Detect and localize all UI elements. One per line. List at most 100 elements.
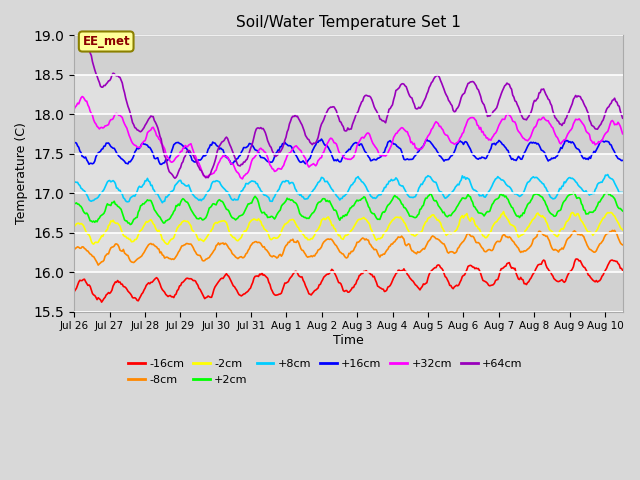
+32cm (239, 176, 246, 182)
+8cm (404, 193, 412, 199)
Line: +8cm: +8cm (74, 175, 623, 203)
-16cm (573, 256, 580, 262)
-8cm (70, 247, 78, 252)
+16cm (380, 150, 387, 156)
+32cm (619, 131, 627, 137)
X-axis label: Time: Time (333, 334, 364, 347)
+16cm (242, 145, 250, 151)
-2cm (303, 235, 310, 240)
Line: +64cm: +64cm (74, 28, 623, 178)
+64cm (304, 136, 312, 142)
Line: +16cm: +16cm (74, 139, 623, 165)
+8cm (474, 191, 482, 196)
+64cm (171, 175, 179, 181)
Bar (74, 154, 623, 193)
Bar (74, 233, 623, 272)
-16cm (474, 265, 482, 271)
-2cm (163, 241, 171, 247)
Line: +2cm: +2cm (74, 192, 623, 225)
Line: +32cm: +32cm (74, 96, 623, 179)
+8cm (242, 180, 250, 186)
-16cm (242, 290, 250, 296)
Text: EE_met: EE_met (83, 35, 130, 48)
-16cm (98, 299, 106, 305)
-8cm (404, 241, 412, 247)
-8cm (570, 229, 577, 235)
+8cm (378, 190, 386, 195)
+16cm (571, 142, 579, 148)
+16cm (406, 156, 413, 162)
Bar (74, 193, 623, 233)
+8cm (303, 196, 310, 202)
+2cm (571, 191, 579, 196)
Y-axis label: Temperature (C): Temperature (C) (15, 122, 28, 225)
-2cm (500, 209, 508, 215)
+2cm (70, 201, 78, 206)
+64cm (243, 156, 251, 162)
+2cm (378, 210, 386, 216)
+2cm (242, 205, 250, 211)
+2cm (404, 211, 412, 216)
+32cm (406, 134, 413, 140)
-16cm (303, 285, 310, 291)
+64cm (77, 25, 85, 31)
Bar (74, 114, 623, 154)
-8cm (619, 242, 627, 248)
Title: Soil/Water Temperature Set 1: Soil/Water Temperature Set 1 (236, 15, 461, 30)
Legend: -16cm, -8cm, -2cm, +2cm, +8cm, +16cm, +32cm, +64cm: -16cm, -8cm, -2cm, +2cm, +8cm, +16cm, +3… (124, 355, 527, 389)
+32cm (78, 94, 86, 99)
Line: -2cm: -2cm (74, 212, 623, 244)
+64cm (380, 118, 387, 124)
+2cm (127, 222, 134, 228)
-8cm (303, 253, 310, 259)
-8cm (474, 240, 482, 245)
+64cm (619, 115, 627, 121)
Bar (74, 36, 623, 75)
-2cm (378, 235, 386, 240)
-2cm (571, 213, 579, 218)
+32cm (70, 107, 78, 112)
+2cm (303, 216, 310, 221)
+2cm (570, 190, 577, 195)
+2cm (474, 210, 482, 216)
+32cm (571, 119, 579, 124)
-16cm (70, 289, 78, 295)
-8cm (242, 251, 250, 257)
-16cm (378, 286, 386, 292)
+32cm (380, 153, 387, 158)
+16cm (476, 155, 483, 161)
+8cm (570, 176, 577, 182)
+8cm (604, 172, 612, 178)
+32cm (476, 126, 483, 132)
+32cm (243, 170, 251, 176)
+64cm (571, 95, 579, 100)
-8cm (378, 252, 386, 258)
+8cm (70, 180, 78, 186)
+16cm (303, 160, 310, 166)
+16cm (619, 157, 627, 163)
-8cm (611, 228, 618, 233)
-16cm (570, 264, 577, 270)
+32cm (304, 162, 312, 168)
+8cm (159, 200, 166, 205)
-2cm (474, 226, 482, 232)
+64cm (476, 90, 483, 96)
-16cm (619, 267, 627, 273)
-2cm (70, 224, 78, 229)
+64cm (406, 93, 413, 99)
+2cm (619, 208, 627, 214)
-8cm (94, 262, 102, 268)
-2cm (619, 227, 627, 233)
Bar (74, 75, 623, 114)
Line: -16cm: -16cm (74, 259, 623, 302)
-2cm (404, 228, 412, 234)
-2cm (242, 228, 250, 234)
+64cm (70, 33, 78, 39)
Bar (74, 272, 623, 312)
Line: -8cm: -8cm (74, 230, 623, 265)
+16cm (70, 140, 78, 145)
-16cm (404, 273, 412, 278)
+8cm (619, 190, 627, 195)
+16cm (317, 136, 325, 142)
+16cm (157, 162, 165, 168)
